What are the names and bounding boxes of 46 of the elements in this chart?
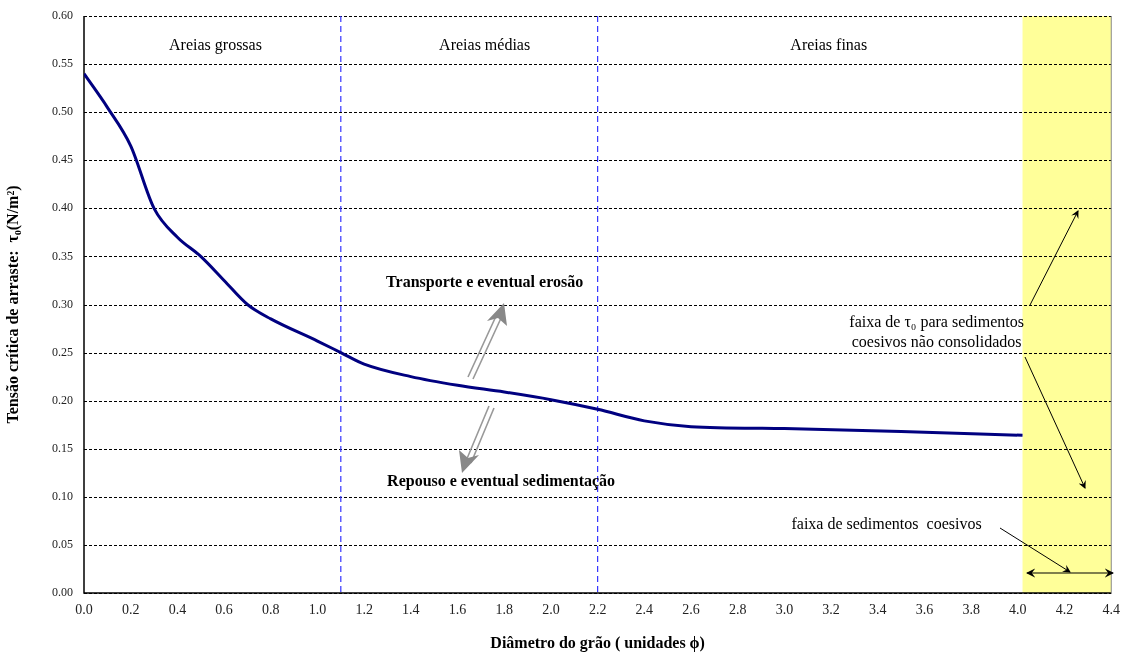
- x-tick-label: 1.0: [308, 602, 327, 618]
- y-tick-label: 0.60: [52, 8, 73, 23]
- y-tick-label: 0.00: [52, 585, 73, 600]
- x-tick-label: 4.4: [1102, 602, 1120, 618]
- y-tick-label: 0.10: [52, 488, 73, 503]
- x-tick-label: 0.0: [75, 602, 93, 618]
- annotation: Areias médias: [439, 36, 531, 54]
- annotation: Areias grossas: [169, 36, 262, 55]
- y-tick-label: 0.30: [52, 296, 73, 311]
- y-tick-label: 0.35: [52, 248, 73, 263]
- x-tick-label: 1.8: [495, 602, 513, 618]
- x-tick-label: 3.8: [962, 602, 980, 618]
- x-axis-title: Diâmetro do grão ( unidades ϕ): [490, 633, 705, 652]
- x-tick-label: 2.4: [635, 602, 654, 618]
- x-tick-label: 4.2: [1055, 602, 1074, 618]
- x-tick-label: 3.2: [822, 602, 840, 618]
- annotation: Areias finas: [790, 36, 868, 54]
- y-tick-label: 0.50: [52, 104, 73, 119]
- x-tick-label: 0.6: [215, 602, 233, 618]
- y-axis-title: Tensão crítica de arraste: τ₀(N/m²): [3, 185, 22, 424]
- y-tick-label: 0.40: [52, 200, 73, 215]
- x-tick-label: 0.2: [121, 602, 140, 618]
- x-tick-label: 1.6: [448, 602, 467, 618]
- x-tick-label: 2.0: [542, 602, 560, 618]
- x-tick-label: 1.4: [402, 602, 420, 618]
- x-tick-label: 3.6: [915, 602, 934, 618]
- x-tick-label: 2.2: [588, 602, 607, 618]
- x-tick-label: 3.4: [869, 602, 887, 618]
- x-tick-label: 1.2: [355, 602, 373, 618]
- x-tick-label: 0.8: [262, 602, 280, 618]
- y-tick-label: 0.25: [52, 344, 73, 359]
- y-tick-label: 0.20: [52, 392, 73, 407]
- annotation: faixa de τ₀ para sedimentos coesivos não consolidados: [849, 312, 1024, 350]
- annotation: Repouso e eventual sedimentação: [387, 472, 616, 491]
- band-label: faixa de sedimentos coesivos: [791, 514, 982, 532]
- line-series: [84, 72, 1025, 437]
- annotation: Transporte e eventual erosão: [386, 273, 584, 292]
- y-tick-label: 0.55: [52, 56, 73, 71]
- y-tick-label: 0.15: [52, 440, 73, 455]
- x-tick-label: 2.6: [682, 602, 700, 618]
- x-tick-label: 0.4: [168, 602, 187, 618]
- x-tick-label: 3.0: [775, 602, 794, 618]
- x-tick-label: 4.0: [1009, 602, 1027, 618]
- y-tick-label: 0.05: [52, 537, 73, 552]
- x-tick-label: 2.8: [728, 602, 747, 618]
- y-tick-label: 0.45: [52, 152, 73, 167]
